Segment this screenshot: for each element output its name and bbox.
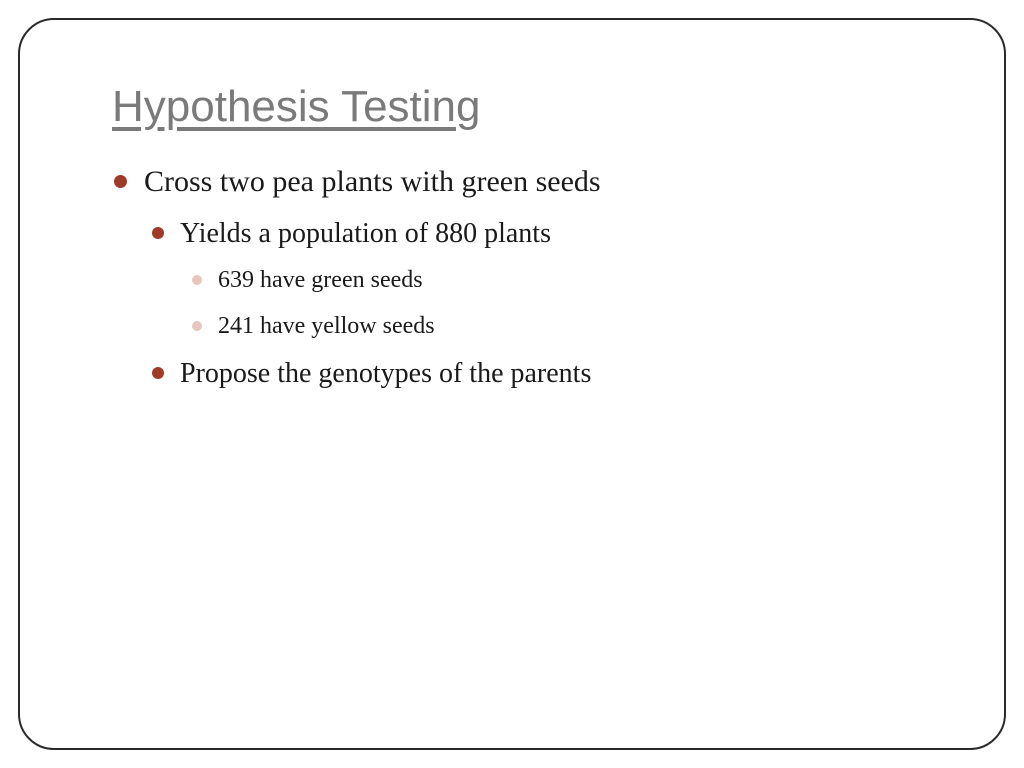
slide-title: Hypothesis Testing <box>112 82 912 132</box>
slide-content: Hypothesis Testing Cross two pea plants … <box>20 20 1004 393</box>
list-item: 241 have yellow seeds <box>186 310 912 344</box>
list-item: Cross two pea plants with green seeds <box>112 162 912 203</box>
list-item: 639 have green seeds <box>186 264 912 298</box>
slide-frame: Hypothesis Testing Cross two pea plants … <box>18 18 1006 750</box>
list-item: Yields a population of 880 plants <box>148 215 912 253</box>
bullet-list: Cross two pea plants with green seeds Yi… <box>112 162 912 393</box>
list-item: Propose the genotypes of the parents <box>148 355 912 393</box>
